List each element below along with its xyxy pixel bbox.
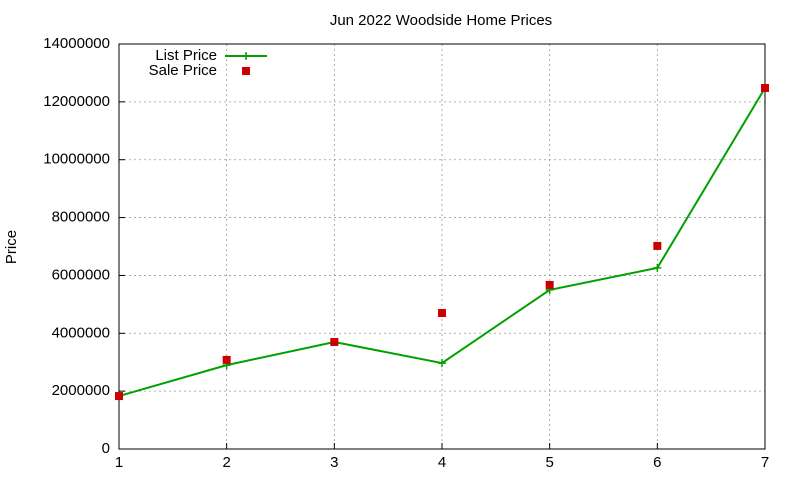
y-axis-label: Price [3, 230, 20, 264]
y-tick-label: 2000000 [52, 382, 110, 399]
point [653, 263, 662, 272]
point [242, 52, 250, 60]
point [438, 359, 446, 368]
point [438, 309, 446, 318]
y-tick-label: 4000000 [52, 324, 110, 341]
x-tick-label: 4 [438, 454, 446, 471]
point [761, 83, 769, 92]
point [545, 280, 554, 289]
x-tick-label: 1 [115, 454, 123, 471]
x-tick-label: 6 [653, 454, 661, 471]
y-tick-label: 14000000 [43, 35, 110, 52]
y-tick-label: 12000000 [43, 93, 110, 110]
x-tick-label: 2 [222, 454, 230, 471]
y-tick-label: 8000000 [52, 209, 110, 226]
x-tick-label: 3 [330, 454, 338, 471]
plot-frame [118, 43, 766, 450]
x-tick-label: 5 [545, 454, 553, 471]
chart-title: Jun 2022 Woodside Home Prices [330, 12, 552, 29]
point [222, 355, 231, 364]
point [653, 241, 662, 250]
legend-label: Sale Price [149, 62, 217, 79]
legend-label: List Price [155, 47, 217, 64]
y-tick-label: 10000000 [43, 151, 110, 168]
x-tick-label: 7 [761, 454, 769, 471]
point [115, 392, 123, 401]
y-tick-label: 6000000 [52, 266, 110, 283]
point [330, 337, 339, 346]
y-tick-label: 0 [102, 440, 110, 457]
point [242, 67, 250, 75]
